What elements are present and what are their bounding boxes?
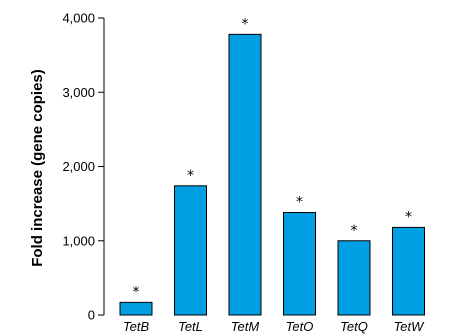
x-axis-labels: TetB TetL TetM TetO TetQ TetW <box>123 319 425 334</box>
annotations-group: * * * * * * <box>133 16 413 300</box>
y-tick-label: 4,000 <box>62 11 95 26</box>
bar-annotation: * <box>296 195 303 211</box>
bar-tetm <box>228 33 262 316</box>
bar-annotation: * <box>242 16 249 32</box>
y-tick-label: 1,000 <box>62 233 95 248</box>
y-tick-label: 3,000 <box>62 85 95 100</box>
bar-teto <box>283 212 316 316</box>
bar-tetl <box>174 185 207 316</box>
bar-annotation: * <box>187 168 194 184</box>
y-axis-title: Fold increase (gene copies) <box>29 69 46 267</box>
y-tick-label: 2,000 <box>62 159 95 174</box>
bars-group <box>119 33 425 316</box>
x-tick-label: TetO <box>286 319 314 334</box>
bar-annotation: * <box>351 223 358 239</box>
bar-annotation: * <box>405 209 412 225</box>
bar-tetq <box>337 240 371 316</box>
x-tick-label: TetL <box>178 319 203 334</box>
bar-tetw <box>392 226 425 316</box>
y-axis-ticks: 0 1,000 2,000 3,000 4,000 <box>62 11 104 323</box>
x-tick-label: TetQ <box>340 319 368 334</box>
y-tick-label: 0 <box>88 308 95 323</box>
x-tick-label: TetB <box>123 319 150 334</box>
bar-tetb <box>119 301 153 316</box>
bar-annotation: * <box>133 284 140 300</box>
x-tick-label: TetM <box>231 319 260 334</box>
x-tick-label: TetW <box>394 319 426 334</box>
